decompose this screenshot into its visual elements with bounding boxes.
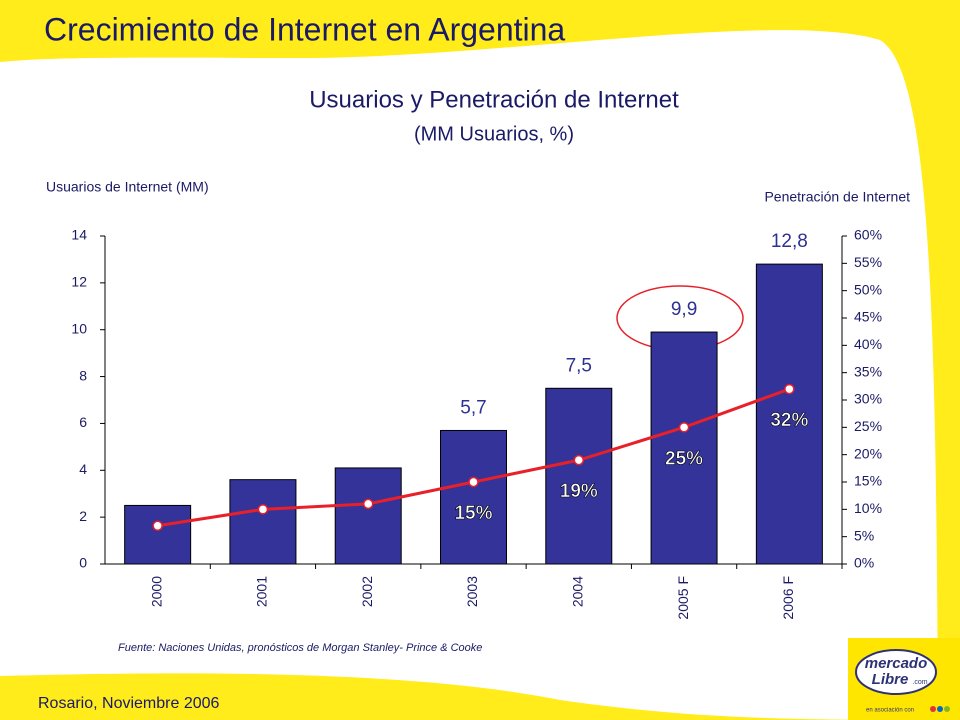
y2-tick-label: 0% [854,555,874,571]
y2-tick-label: 15% [854,473,882,489]
line-marker [362,498,374,510]
y-tick-label: 2 [79,508,87,524]
y-tick-label: 0 [79,555,87,571]
line-value-label: 19% [560,481,598,502]
y2-tick-label: 25% [854,418,882,434]
y-tick-label: 8 [79,367,87,383]
y2-tick-label: 45% [854,309,882,325]
y2-tick-label: 10% [854,500,882,516]
y2-tick-label: 35% [854,363,882,379]
x-tick-label: 2006 F [780,576,796,620]
bar [650,331,718,565]
chart-title: Usuarios y Penetración de Internet [309,86,679,113]
line-marker [573,454,585,466]
partner-mark [937,706,943,712]
bar-value-label: 12,8 [771,231,808,252]
line-value-label: 25% [665,448,703,469]
bar [124,504,192,565]
line-marker [257,504,269,515]
bar-value-label: 9,9 [671,299,697,320]
bar-value-label: 7,5 [566,355,592,376]
line-marker [152,520,163,531]
y-tick-label: 12 [71,274,87,290]
logo-tagline: en asociación con [866,708,914,714]
y-tick-label: 6 [79,414,87,430]
logo-oval [855,649,937,695]
x-tick-label: 2001 [254,576,270,607]
bottom-band [0,673,960,720]
logo-text: mercado [865,655,928,672]
y-tick-label: 14 [71,227,87,243]
logo-text: Libre [872,671,909,688]
x-tick-label: 2002 [359,576,375,607]
source-note: Fuente: Naciones Unidas, pronósticos de … [118,642,482,654]
x-tick-label: 2004 [569,576,585,607]
y-tick-label: 10 [71,320,87,336]
line-marker [784,383,795,395]
bar [229,479,297,565]
y2-tick-label: 30% [854,391,882,407]
y2-tick-label: 60% [854,227,882,243]
x-tick-label: 2000 [148,576,164,607]
line-value-label: 32% [770,410,808,431]
line-value-label: 15% [454,503,492,524]
partner-mark [930,706,936,712]
logo-text: .com [912,679,927,686]
y-tick-label: 4 [79,461,87,477]
x-tick-label: 2003 [464,576,480,607]
y2-tick-label: 20% [854,445,882,461]
y2-tick-label: 55% [854,254,882,270]
y-axis-label: Usuarios de Internet (MM) [46,179,209,195]
partner-mark [944,706,950,712]
bar-value-label: 5,7 [460,397,486,418]
slide-footer: Rosario, Noviembre 2006 [38,695,220,712]
x-tick-label: 2005 F [675,576,691,620]
y2-axis-label: Penetración de Internet [764,189,910,205]
bar [545,387,613,565]
slide-title: Crecimiento de Internet en Argentina [44,11,565,47]
bar [334,467,402,565]
y2-tick-label: 5% [854,527,874,543]
bar [755,263,823,565]
line-marker [468,476,479,488]
line-marker [678,422,690,433]
bar [440,429,507,565]
y2-tick-label: 40% [854,336,882,352]
y2-tick-label: 50% [854,281,882,297]
chart-subtitle: (MM Usuarios, %) [414,123,574,145]
